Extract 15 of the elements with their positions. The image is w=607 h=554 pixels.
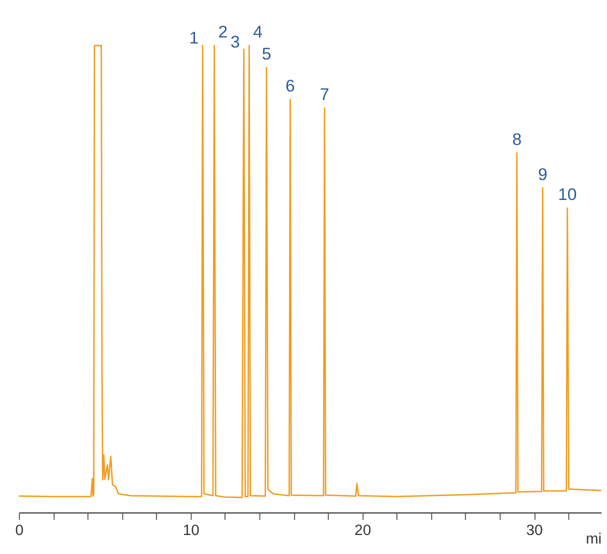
annotation: 2 bbox=[218, 22, 228, 42]
annotation: 3 bbox=[230, 32, 240, 52]
x-tick-label: 0 bbox=[15, 522, 24, 539]
annotation: 1 bbox=[189, 28, 199, 48]
annotation: 10 bbox=[558, 185, 577, 204]
annotation: 5 bbox=[262, 44, 272, 64]
x-tick-label: 30 bbox=[526, 522, 543, 539]
x-axis-title: mi bbox=[586, 532, 602, 548]
annotation: 8 bbox=[512, 130, 522, 149]
x-tick-label: 20 bbox=[354, 522, 372, 539]
annotation: 6 bbox=[286, 76, 295, 96]
annotation: 9 bbox=[538, 164, 548, 184]
annotation: 7 bbox=[320, 85, 330, 104]
annotation: 4 bbox=[253, 22, 263, 42]
x-tick-label: 10 bbox=[182, 522, 200, 539]
